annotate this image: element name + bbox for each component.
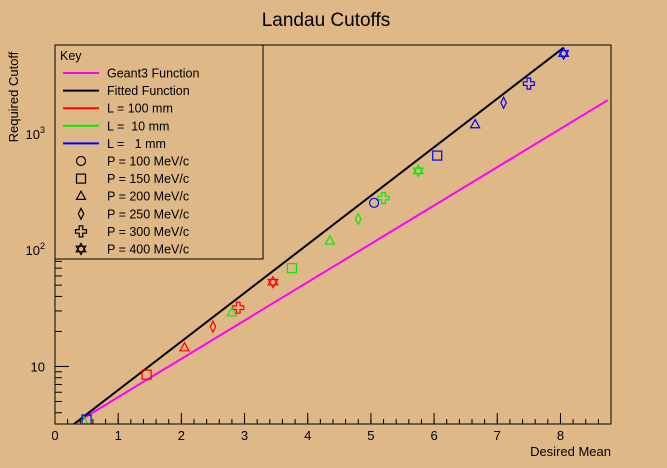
data-point-square [141, 369, 152, 380]
legend-marker-cross [74, 225, 88, 238]
data-point-cross [232, 301, 245, 314]
data-point-star [267, 275, 279, 289]
x-tick-label: 5 [367, 428, 374, 443]
x-tick-label: 2 [178, 428, 185, 443]
legend-label: P = 200 MeV/c [107, 190, 189, 204]
x-tick-label: 4 [304, 428, 311, 443]
y-tick-label: 103 [26, 125, 45, 142]
legend-label: P = 300 MeV/c [107, 225, 189, 239]
y-tick-label: 102 [26, 241, 45, 258]
legend-box [54, 44, 264, 260]
legend-title: Key [60, 49, 82, 63]
data-point-cross [377, 192, 390, 205]
data-point-star [412, 164, 425, 178]
series-line [73, 99, 609, 424]
x-tick-label: 7 [494, 428, 501, 443]
data-point-triangle [324, 234, 336, 245]
chart-title: Landau Cutoffs [262, 10, 391, 31]
legend-label: Fitted Function [107, 84, 190, 98]
legend-marker-diamond [77, 206, 85, 221]
data-point-triangle [226, 306, 238, 317]
x-tick-label: 8 [557, 428, 564, 443]
legend-label: L = 10 mm [107, 119, 169, 133]
x-tick-label: 6 [430, 428, 437, 443]
data-point-diamond [500, 95, 507, 110]
legend-label: P = 250 MeV/c [107, 207, 189, 221]
data-point-cross [522, 77, 535, 90]
legend-marker-square [75, 173, 87, 184]
x-tick-label: 1 [115, 428, 122, 443]
data-point-triangle [179, 341, 191, 352]
data-point-square [286, 263, 298, 274]
plot-area: 0 1 2 3 4 5 6 7 8 10 102 103 Key Geant3 Function Fitte… [26, 44, 612, 443]
data-point-square [81, 414, 92, 424]
legend-label: L = 100 mm [107, 102, 173, 116]
legend-marker-star [75, 242, 87, 256]
legend-label: P = 150 MeV/c [107, 172, 189, 186]
data-point-circle [368, 197, 380, 208]
legend-label: L = 1 mm [107, 137, 166, 151]
x-axis-label: Desired Mean [530, 444, 611, 459]
data-point-star [557, 46, 570, 61]
x-tick-label: 0 [51, 428, 58, 443]
data-layer [73, 46, 609, 424]
y-axis-label: Required Cutoff [6, 51, 21, 142]
data-point-triangle [469, 118, 481, 129]
legend-marker-circle [75, 155, 87, 167]
series-line [73, 46, 565, 424]
legend-label: P = 100 MeV/c [107, 155, 189, 169]
legend-marker-triangle [75, 189, 87, 200]
x-tick-label: 3 [241, 428, 248, 443]
data-point-diamond [354, 212, 362, 226]
data-point-diamond [209, 319, 217, 334]
legend-label: Geant3 Function [107, 67, 199, 81]
data-point-triangle [78, 414, 89, 424]
legend-label: P = 400 MeV/c [107, 243, 189, 257]
data-point-square [432, 150, 443, 161]
y-tick-label: 10 [31, 359, 45, 374]
